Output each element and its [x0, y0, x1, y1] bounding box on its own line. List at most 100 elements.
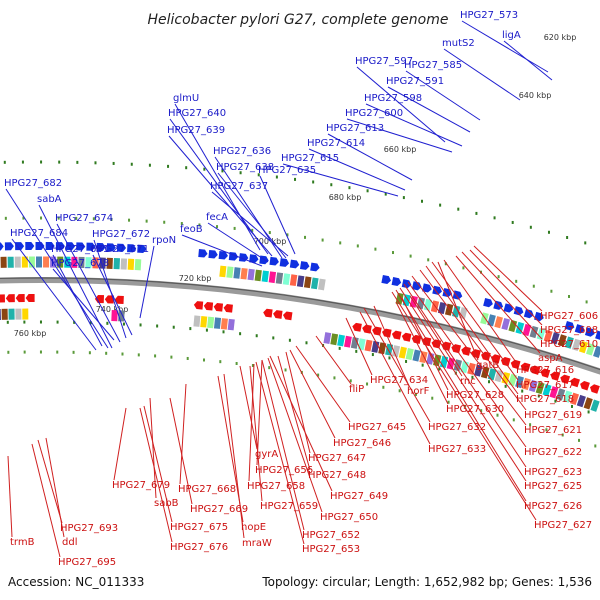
forward-gene-arrow: [503, 303, 514, 313]
reverse-gene-block-group: [535, 381, 545, 395]
lower-gene-label: HPG27_610: [540, 339, 598, 350]
forward-gene-block-group: [557, 334, 567, 347]
reverse-gene-block: [542, 384, 552, 397]
forward-gene-arrow: [432, 285, 442, 295]
upper-gene-label: HPG27_682: [4, 178, 62, 189]
scale-dot: [338, 346, 341, 350]
reverse-gene-arrow: [25, 294, 35, 303]
reverse-gene-arrow: [263, 308, 273, 318]
forward-gene-arrow: [289, 259, 300, 269]
scale-label: 660 kbp: [384, 145, 417, 154]
upper-gene-label: HPG27_614: [307, 138, 365, 149]
forward-gene-arrow-group: [198, 249, 208, 258]
scale-dot: [578, 438, 581, 442]
forward-gene-arrow: [218, 250, 228, 260]
scale-dot: [75, 216, 78, 220]
forward-gene-block-group: [233, 267, 241, 279]
reverse-gene-arrow: [273, 310, 283, 319]
lower-gene-label-leader: [411, 275, 527, 426]
forward-gene-block: [21, 256, 28, 268]
reverse-gene-block: [0, 308, 1, 321]
reverse-gene-block: [378, 342, 387, 355]
scale-label: 760 kbp: [14, 329, 47, 338]
backbone-ring-edge: [0, 277, 600, 371]
reverse-gene-block: [200, 316, 208, 328]
forward-gene-arrow-group: [432, 285, 442, 295]
lower-gene-label-leader: [37, 439, 63, 524]
lower-gene-label: aspA: [538, 353, 563, 364]
reverse-gene-arrow: [550, 371, 561, 381]
lower-gene-label-leader: [419, 269, 527, 411]
lower-gene-label: HPG27_634: [370, 375, 428, 386]
upper-gene-label-leader: [56, 223, 121, 343]
forward-gene-block: [43, 256, 50, 268]
upper-gene-label-leader: [207, 222, 269, 263]
upper-gene-label: sabA: [37, 194, 62, 205]
forward-gene-block: [459, 307, 468, 320]
forward-gene-block: [275, 272, 284, 285]
reverse-gene-block-group: [576, 394, 586, 408]
scale-dot: [130, 162, 133, 166]
forward-gene-arrow-group: [96, 242, 106, 252]
forward-gene-block: [529, 325, 539, 339]
lower-gene-label-leader: [113, 407, 127, 481]
upper-gene-label: HPG27_639: [167, 125, 225, 136]
scale-dot: [339, 241, 342, 245]
scale-dot: [203, 167, 206, 171]
scale-dot: [112, 161, 115, 165]
scale-dot: [457, 207, 460, 211]
forward-gene-block-group: [522, 323, 532, 337]
forward-gene-arrow-group: [452, 290, 463, 300]
scale-dot: [330, 183, 333, 187]
forward-gene-arrow: [422, 283, 432, 293]
scale-dot: [304, 235, 307, 239]
scale-dot: [180, 222, 183, 226]
reverse-gene-arrow-group: [104, 295, 114, 304]
forward-gene-block-group: [402, 294, 411, 307]
forward-gene-arrow: [452, 290, 463, 300]
reverse-gene-block-group: [1, 308, 8, 320]
reverse-gene-arrow: [203, 302, 214, 311]
forward-gene-arrow-group: [310, 262, 320, 272]
reverse-gene-block-group: [556, 388, 566, 401]
scale-dot: [585, 300, 588, 304]
reverse-gene-block-group: [446, 357, 456, 370]
lower-gene-label: HPG27_653: [302, 544, 360, 555]
lower-gene-label: HPG27_616: [516, 365, 574, 376]
scale-dot: [145, 219, 148, 223]
scale-dot: [545, 428, 548, 432]
scale-dot: [550, 289, 553, 293]
upper-gene-label: HPG27_615: [281, 153, 339, 164]
forward-gene-block-group: [85, 257, 92, 269]
forward-gene-block: [480, 312, 489, 325]
lower-gene-label-leader: [31, 443, 61, 558]
reverse-gene-block: [391, 345, 401, 358]
upper-gene-label: HPG27_678: [51, 258, 109, 269]
reverse-gene-arrow-group: [15, 294, 25, 303]
forward-gene-arrow-group: [127, 244, 137, 253]
reverse-gene-arrow-group: [590, 384, 600, 394]
label-leaders: [5, 20, 553, 558]
forward-gene-block: [240, 267, 248, 280]
forward-gene-block-group: [310, 277, 319, 290]
forward-gene-block-group: [494, 316, 503, 329]
reverse-gene-block: [8, 308, 15, 320]
forward-gene-block: [536, 327, 546, 341]
scale-dot: [58, 160, 61, 164]
lower-gene-label: HPG27_619: [524, 410, 582, 421]
reverse-gene-block: [220, 318, 228, 330]
reverse-gene-block: [446, 357, 456, 370]
scale-dot: [268, 366, 271, 370]
reverse-gene-block-group: [405, 348, 414, 361]
scale-dot: [257, 173, 260, 177]
scale-dot: [493, 216, 496, 220]
reverse-gene-arrow: [5, 294, 15, 303]
scale-dot: [566, 235, 569, 239]
lower-gene-label: HPG27_676: [170, 542, 228, 553]
reverse-gene-block-group: [213, 317, 222, 329]
upper-gene-label-leader: [139, 245, 155, 319]
scale-dot: [94, 161, 97, 165]
upper-gene-label-leader: [211, 191, 289, 257]
lower-gene-label: HPG27_606: [540, 311, 598, 322]
